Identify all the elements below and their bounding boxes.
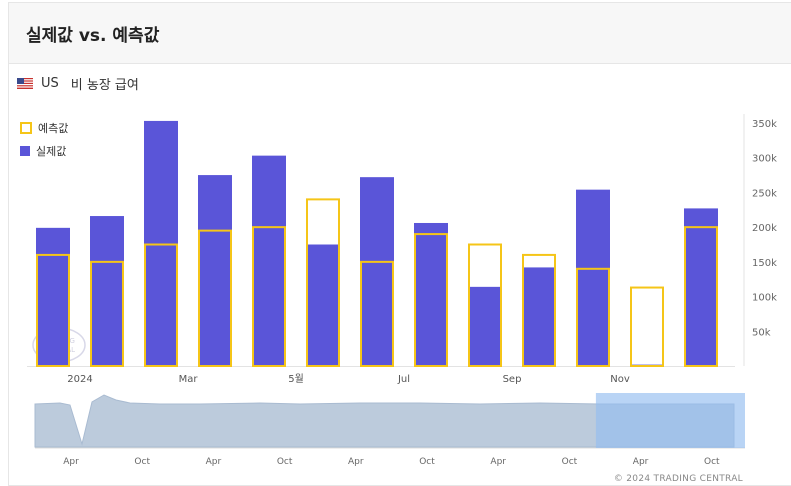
actual-bar: [198, 175, 232, 366]
forecast-bar: [468, 243, 502, 367]
actual-bar: [522, 267, 556, 366]
x-tick-label: Nov: [610, 374, 630, 385]
legend-item-actual[interactable]: 실제값: [20, 139, 68, 162]
navigator-tick-label: Apr: [63, 457, 79, 467]
forecast-bar: [90, 260, 124, 367]
forecast-bar: [522, 253, 556, 368]
forecast-bar: [306, 198, 340, 367]
legend-actual-label: 실제값: [36, 144, 67, 158]
forecast-swatch: [20, 121, 32, 134]
actual-bar: [684, 208, 718, 366]
y-tick-label: 250k: [752, 188, 777, 199]
navigator-tick-label: Oct: [134, 457, 150, 467]
actual-bar: [144, 120, 178, 366]
actual-bar: [576, 189, 610, 366]
forecast-bar: [576, 267, 610, 367]
y-tick-label: 100k: [752, 293, 777, 304]
indicator-label: US 비 농장 급여: [17, 74, 139, 93]
navigator-tick-label: Apr: [633, 457, 649, 467]
page-title: 실제값 vs. 예측값: [26, 26, 160, 46]
navigator-tick-label: Apr: [490, 457, 506, 467]
x-tick-label: Sep: [503, 374, 522, 385]
legend-item-forecast[interactable]: 예측값: [20, 116, 68, 139]
navigator-tick-label: Apr: [206, 457, 222, 467]
forecast-bar: [414, 233, 448, 367]
navigator-tick-label: Oct: [562, 457, 578, 467]
legend: 예측값 실제값: [20, 116, 68, 162]
copyright: © 2024 TRADING CENTRAL: [613, 474, 743, 484]
x-tick-label: 2024: [67, 374, 92, 385]
actual-bar: [252, 155, 286, 366]
x-tick-label: 5월: [288, 373, 304, 385]
y-tick-label: 150k: [752, 258, 777, 269]
forecast-bar: [630, 286, 664, 368]
y-tick-label: 50k: [752, 327, 771, 338]
navigator-selection: [595, 393, 745, 448]
forecast-bar: [360, 260, 394, 367]
actual-bar: [468, 286, 502, 366]
navigator-tick-label: Oct: [704, 457, 720, 467]
actual-bar: [306, 244, 340, 366]
forecast-bar: [144, 243, 178, 367]
actual-bar: [90, 216, 124, 366]
forecast-bar: [198, 229, 232, 367]
navigator-tick-label: Oct: [419, 457, 435, 467]
actual-bar: [414, 222, 448, 366]
x-tick-label: Jul: [397, 374, 410, 385]
legend-forecast-label: 예측값: [38, 121, 69, 135]
y-tick-label: 300k: [752, 154, 777, 165]
actual-bar: [360, 177, 394, 366]
x-tick-label: Mar: [179, 374, 199, 385]
country-code: US: [41, 76, 59, 91]
forecast-bar: [36, 253, 70, 368]
forecast-bar: [252, 226, 286, 367]
navigator-tick-label: Oct: [277, 457, 293, 467]
indicator-name: 비 농장 급여: [70, 78, 139, 93]
actual-bar: [36, 227, 70, 366]
y-tick-label: 200k: [752, 223, 777, 234]
actual-swatch: [20, 145, 30, 156]
card-header: 실제값 vs. 예측값: [9, 3, 791, 64]
navigator-tick-label: Apr: [348, 457, 364, 467]
forecast-bar: [684, 226, 718, 367]
y-tick-label: 350k: [752, 119, 777, 130]
us-flag-icon: [17, 78, 33, 89]
